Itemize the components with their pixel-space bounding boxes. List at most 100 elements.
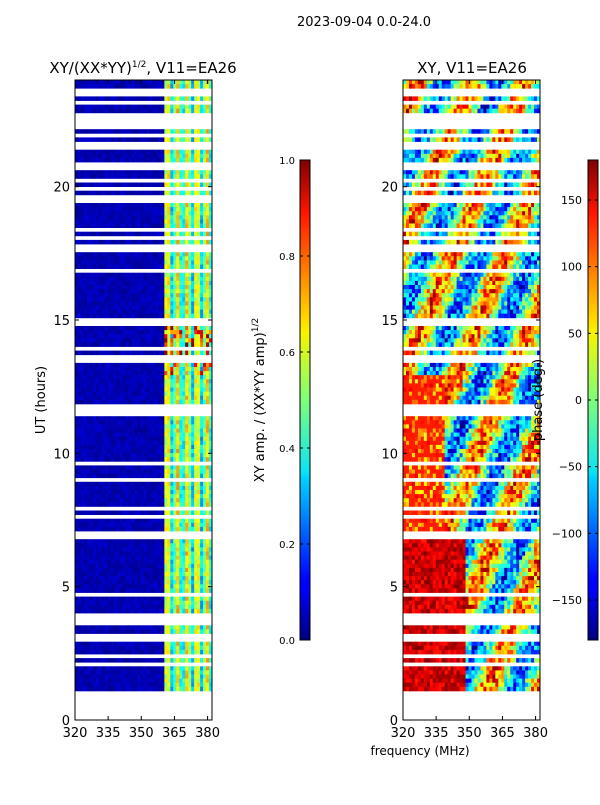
amp-cell xyxy=(114,597,117,602)
amp-cell xyxy=(170,285,173,290)
amp-cell xyxy=(206,289,209,294)
amp-cell xyxy=(152,486,155,491)
amp-cell xyxy=(200,363,203,368)
amp-cell xyxy=(120,629,123,634)
amp-cell xyxy=(114,584,117,589)
amp-cell xyxy=(167,351,170,356)
amp-cell xyxy=(75,371,78,376)
amp-cell xyxy=(81,670,84,675)
amp-cell xyxy=(111,584,114,589)
phase-cell xyxy=(442,80,445,85)
amp-cell xyxy=(144,449,147,454)
amp-cell xyxy=(84,150,87,155)
phase-cell xyxy=(427,80,430,85)
amp-cell xyxy=(155,371,158,376)
amp-cell xyxy=(170,375,173,380)
amp-cell xyxy=(135,687,138,692)
amp-cell xyxy=(129,650,132,655)
amp-cell xyxy=(149,597,152,602)
amp-cell xyxy=(90,666,93,671)
amp-cell xyxy=(170,605,173,610)
y-tick-label: 15 xyxy=(53,314,70,329)
amp-cell xyxy=(93,441,96,446)
amp-cell xyxy=(173,679,176,684)
amp-cell xyxy=(167,449,170,454)
amp-cell xyxy=(144,666,147,671)
amp-cell xyxy=(149,564,152,569)
amp-cell xyxy=(167,150,170,155)
amp-cell xyxy=(185,429,188,434)
amp-cell xyxy=(161,170,164,175)
amp-cell xyxy=(200,367,203,372)
amp-cell xyxy=(132,625,135,630)
amp-cell xyxy=(105,273,108,278)
amp-cell xyxy=(188,289,191,294)
amp-cell xyxy=(126,420,129,425)
amp-cell xyxy=(161,265,164,270)
amp-cell xyxy=(149,502,152,507)
amp-cell xyxy=(132,306,135,311)
amp-cell xyxy=(93,433,96,438)
amp-cell xyxy=(149,675,152,680)
amp-cell xyxy=(123,277,126,282)
amp-cell xyxy=(96,433,99,438)
amp-cell xyxy=(111,650,114,655)
amp-cell xyxy=(170,293,173,298)
amp-cell xyxy=(75,273,78,278)
amp-cell xyxy=(182,588,185,593)
amp-cell xyxy=(182,301,185,306)
amp-cell xyxy=(117,576,120,581)
amp-cell xyxy=(170,84,173,89)
amp-cell xyxy=(167,203,170,208)
amp-cell xyxy=(149,584,152,589)
amp-cell xyxy=(87,511,90,516)
amp-cell xyxy=(99,588,102,593)
amp-cell xyxy=(161,670,164,675)
amp-cell xyxy=(161,625,164,630)
amp-cell xyxy=(152,658,155,663)
amp-cell xyxy=(188,297,191,302)
amp-cell xyxy=(155,670,158,675)
amp-cell xyxy=(105,265,108,270)
amp-cell xyxy=(84,174,87,179)
amp-cell xyxy=(155,351,158,356)
amp-cell xyxy=(135,679,138,684)
amp-cell xyxy=(141,572,144,577)
amp-cell xyxy=(126,306,129,311)
amp-cell xyxy=(96,215,99,220)
phase-cell xyxy=(430,84,433,89)
amp-cell xyxy=(93,342,96,347)
amp-cell xyxy=(146,658,149,663)
amp-cell xyxy=(132,150,135,155)
amp-cell xyxy=(126,215,129,220)
amp-cell xyxy=(206,293,209,298)
amp-cell xyxy=(167,330,170,335)
amp-cell xyxy=(114,519,117,524)
amp-cell xyxy=(99,137,102,142)
amp-cell xyxy=(173,306,176,311)
amp-cell xyxy=(167,310,170,315)
amp-cell xyxy=(141,675,144,680)
amp-cell xyxy=(167,416,170,421)
amp-cell xyxy=(117,80,120,85)
amp-cell xyxy=(126,297,129,302)
amp-cell xyxy=(194,207,197,212)
amp-cell xyxy=(161,687,164,692)
amp-cell xyxy=(144,437,147,442)
amp-cell xyxy=(81,281,84,286)
amp-cell xyxy=(111,437,114,442)
amp-cell xyxy=(188,338,191,343)
amp-cell xyxy=(146,232,149,237)
amp-cell xyxy=(129,568,132,573)
amp-cell xyxy=(194,642,197,647)
amp-cell xyxy=(87,597,90,602)
amp-cell xyxy=(176,650,179,655)
phase-cell xyxy=(495,80,498,85)
amp-cell xyxy=(158,310,161,315)
amp-cell xyxy=(158,494,161,499)
amp-cell xyxy=(117,437,120,442)
amp-cell xyxy=(93,519,96,524)
amp-cell xyxy=(200,642,203,647)
amp-cell xyxy=(111,158,114,163)
amp-cell xyxy=(114,183,117,188)
